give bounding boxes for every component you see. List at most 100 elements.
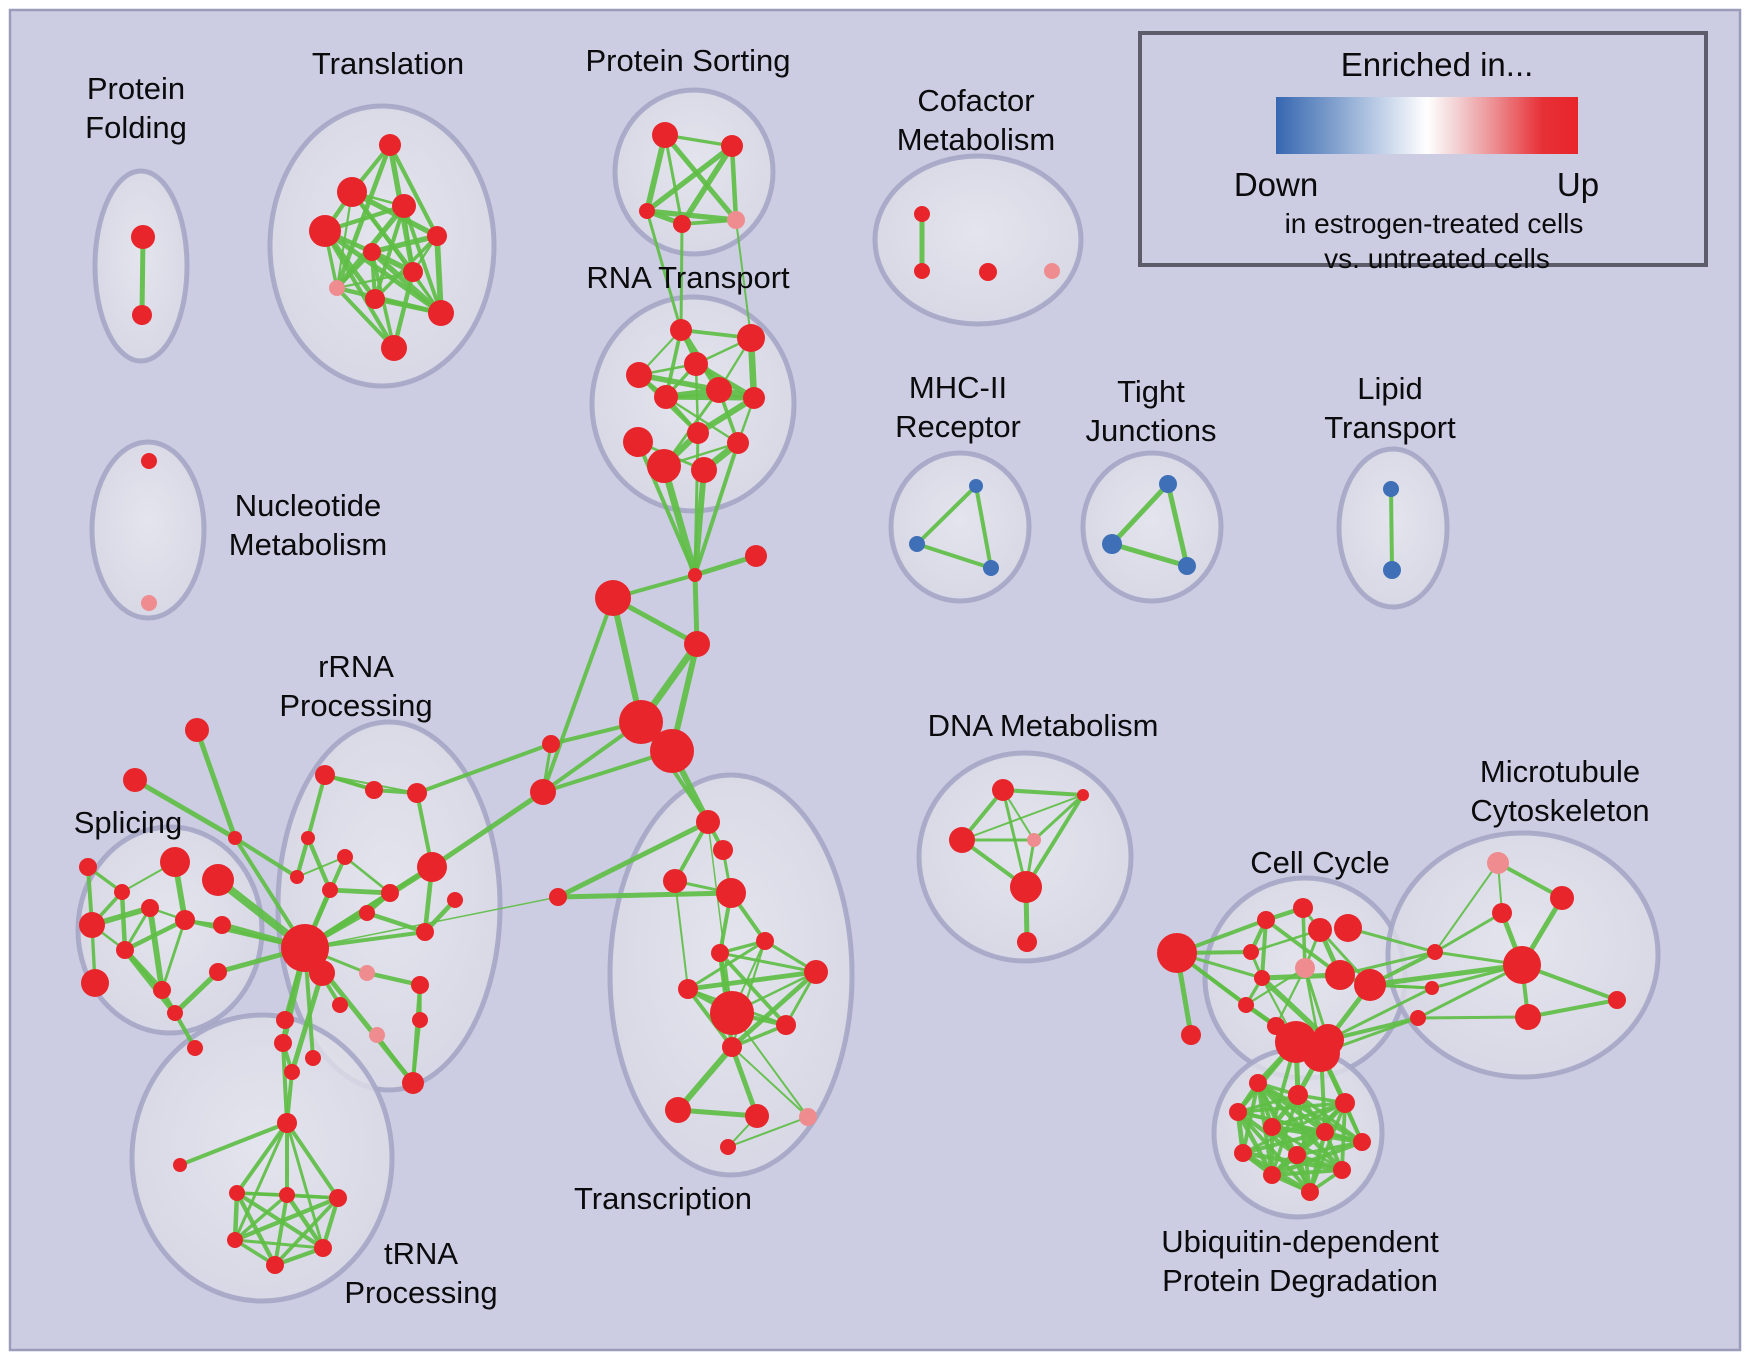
edge-cc4-cc7 [1249, 928, 1322, 954]
cluster-label-cell-cycle: Cell Cycle [1250, 845, 1390, 880]
node-rn10 [417, 852, 447, 882]
node-ub10 [1263, 1166, 1281, 1184]
node-tt3 [277, 1113, 297, 1133]
edge-tj1-tj3 [1165, 481, 1190, 569]
edge-ps5-rt2 [735, 219, 752, 339]
node-dm1 [992, 779, 1014, 801]
node-rt6 [706, 377, 732, 403]
edge-x6-hubB [541, 749, 674, 794]
node-ub6 [1316, 1123, 1334, 1141]
node-sp8 [116, 941, 134, 959]
edge-tt3-tt9 [285, 1121, 325, 1250]
node-ub4 [1335, 1093, 1355, 1113]
node-rn7 [322, 882, 338, 898]
edge-dm1-dm2 [1001, 788, 1085, 797]
node-ps2 [721, 135, 743, 157]
node-ps4 [673, 215, 691, 233]
edge-tc12-tc15 [731, 1046, 809, 1118]
edge-tc8-tc12 [686, 987, 734, 1049]
edge-mh1-mh2 [915, 484, 978, 546]
cluster-ellipse-rna-transport [589, 294, 797, 514]
edge-tt3-tt5 [235, 1121, 289, 1195]
edge-ub8-ub10 [1269, 1139, 1365, 1178]
node-tc1 [696, 810, 720, 834]
edge-ub6-ub7 [1240, 1129, 1328, 1156]
edge-tc5-tc4 [555, 890, 734, 900]
node-sa1 [185, 718, 209, 742]
edge-tc9-tc12 [729, 969, 819, 1050]
edge-rt5-rt10 [664, 395, 740, 445]
edge-tt3-tt8 [233, 1121, 289, 1242]
cluster-label-splicing: Splicing [74, 805, 183, 840]
edge-tc12-tc13 [675, 1044, 735, 1113]
node-rn1 [315, 765, 335, 785]
node-rt5 [654, 385, 678, 409]
node-tt7 [329, 1189, 347, 1207]
cluster-label-ubiquitin-degradation: Ubiquitin-dependent Protein Degradation [1161, 1224, 1439, 1298]
node-rn6 [290, 870, 304, 884]
edge-sa1-sa3 [194, 727, 238, 841]
node-rn19 [305, 1050, 321, 1066]
node-cf1 [914, 206, 930, 222]
edge-x5-rn3 [415, 742, 553, 795]
edge-jc1-mt1 [1434, 862, 1499, 953]
node-pf1 [131, 225, 155, 249]
node-tc13 [665, 1097, 691, 1123]
edge-cc3-cc6 [1301, 906, 1307, 970]
edge-ub10-ub11 [1269, 1167, 1345, 1178]
legend-subtitle-line2: vs. untreated cells [1324, 243, 1550, 274]
cluster-label-protein-folding: Protein Folding [85, 71, 187, 145]
node-tc14 [745, 1104, 769, 1128]
cluster-ellipse-tight-junctions [1080, 450, 1224, 604]
edge-tt8-tt9 [233, 1238, 325, 1250]
node-rt3 [684, 352, 708, 376]
node-cc1 [1181, 1025, 1201, 1045]
node-tt5 [229, 1185, 245, 1201]
node-rn17 [369, 1027, 385, 1043]
cluster-label-rna-transport: RNA Transport [586, 260, 790, 295]
node-cc10 [1354, 969, 1386, 1001]
edge-tl1-tl5 [387, 142, 440, 239]
node-tc9 [804, 960, 828, 984]
edge-tc7-tc11 [718, 951, 788, 1027]
node-cf2 [914, 263, 930, 279]
node-dm4 [1027, 833, 1041, 847]
node-rn2 [365, 781, 383, 799]
edge-ps4-rt1 [679, 222, 684, 332]
legend-gradient-bar [1276, 97, 1578, 154]
legend-down-label: Down [1234, 166, 1318, 203]
node-cc11 [1238, 997, 1254, 1013]
node-dm5 [1010, 871, 1042, 903]
node-tl6 [363, 243, 381, 261]
node-sp14 [187, 1040, 203, 1056]
edge-rn5-rn8 [343, 855, 392, 895]
node-sp1 [160, 847, 190, 877]
edge-mt5-mt6 [1526, 998, 1619, 1019]
edge-jc3-mt5 [1416, 1015, 1530, 1020]
edge-tt6-tt9 [284, 1192, 326, 1251]
edge-ps2-ps4 [679, 143, 735, 227]
node-tt10 [266, 1256, 284, 1274]
edge-ub2-ub3 [1236, 1093, 1300, 1114]
node-rt8 [687, 422, 709, 444]
edge-rt11-x1 [660, 462, 699, 579]
node-layer [79, 122, 1626, 1274]
node-dm3 [949, 827, 975, 853]
edge-dm2-dm4 [1032, 793, 1085, 842]
node-cc2 [1257, 911, 1275, 929]
legend-up-label: Up [1557, 166, 1599, 203]
node-tl7 [403, 262, 423, 282]
node-rn13 [359, 965, 375, 981]
node-rn5 [337, 849, 353, 865]
node-cc9 [1325, 960, 1355, 990]
edge-dm2-dm5 [1024, 793, 1085, 889]
node-rt7 [743, 387, 765, 409]
node-jc3 [1410, 1010, 1426, 1026]
node-sp12 [209, 963, 227, 981]
node-tc4 [716, 878, 746, 908]
node-sp6 [175, 910, 195, 930]
edge-rn5-rn6 [295, 855, 347, 879]
node-ccB [1302, 1034, 1340, 1072]
node-cc0 [1157, 933, 1197, 973]
node-x2 [745, 545, 767, 567]
